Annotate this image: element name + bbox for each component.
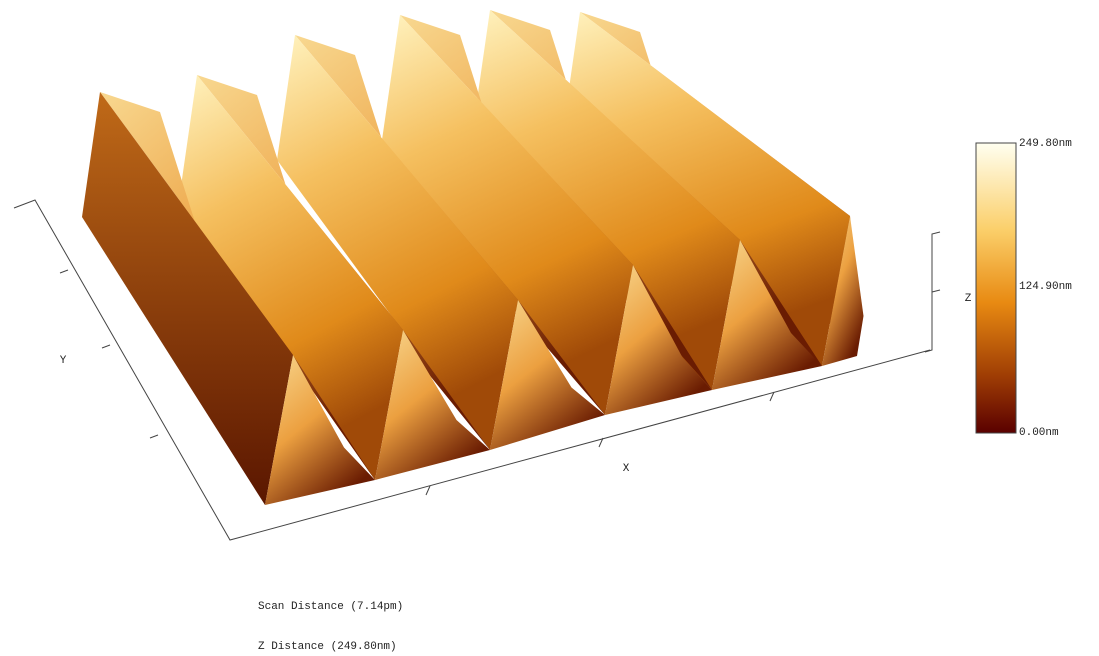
ridge-profile xyxy=(605,265,712,415)
colorbar xyxy=(975,142,1017,434)
ridge-profile xyxy=(822,216,864,366)
colorbar-label: 0.00nm xyxy=(1019,427,1059,439)
tick xyxy=(59,269,69,274)
tick xyxy=(931,289,941,293)
y-label: Y xyxy=(60,355,67,367)
tick xyxy=(149,434,159,439)
ridge-face xyxy=(472,10,740,390)
ridge-profile xyxy=(265,355,375,505)
tick xyxy=(769,391,775,402)
ridge-face xyxy=(179,75,403,480)
scan-distance: Scan Distance (7.14pm) xyxy=(258,601,403,613)
surface xyxy=(82,10,864,505)
ridge-face xyxy=(382,15,633,415)
colorbar-label: 124.90nm xyxy=(1019,281,1072,293)
tick xyxy=(425,485,431,496)
ridge-face xyxy=(277,35,518,450)
tick xyxy=(598,437,604,448)
ridge-profile xyxy=(490,300,605,450)
ridge-face xyxy=(562,12,850,366)
z-label: Z xyxy=(965,293,972,305)
z-distance: Z Distance (249.80nm) xyxy=(258,641,397,653)
tick xyxy=(101,344,111,349)
ridge-profile xyxy=(375,330,490,480)
axis-frame xyxy=(13,199,941,541)
base-axes xyxy=(13,199,931,541)
ridge-profile xyxy=(712,240,822,390)
colorbar-label: 249.80nm xyxy=(1019,138,1072,150)
x-label: X xyxy=(623,463,630,475)
ridge-face xyxy=(82,92,293,505)
